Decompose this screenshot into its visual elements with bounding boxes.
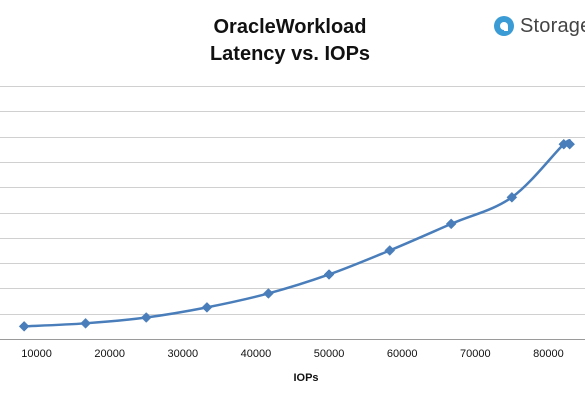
gridlines xyxy=(0,86,585,340)
series-line xyxy=(24,139,572,328)
chart-title: OracleWorkload xyxy=(213,16,367,38)
data-point xyxy=(201,302,213,313)
data-point xyxy=(140,312,152,323)
x-tick-label: 20000 xyxy=(94,348,125,360)
data-point xyxy=(263,288,274,299)
x-tick-label: 80000 xyxy=(533,348,564,360)
data-point xyxy=(384,245,396,256)
data-point xyxy=(80,317,91,329)
x-tick-label: 70000 xyxy=(460,348,491,360)
x-tick-label: 30000 xyxy=(168,348,199,360)
chart-title-block: OracleWorkload Latency vs. IOPs xyxy=(90,14,490,68)
brand-logo: Storage xyxy=(493,14,585,38)
x-tick-label: 40000 xyxy=(241,348,272,360)
brand-logo-icon xyxy=(494,16,514,36)
x-tick-label: 60000 xyxy=(387,348,418,360)
data-point xyxy=(564,138,575,150)
data-point xyxy=(323,269,335,280)
x-axis-ticks: 10000 20000 30000 40000 50000 60000 70000 80000 xyxy=(21,348,563,360)
data-point xyxy=(506,191,518,203)
data-point xyxy=(445,218,457,230)
x-axis-label: IOPs xyxy=(293,372,318,384)
data-point xyxy=(18,320,30,332)
x-tick-label: 10000 xyxy=(21,348,52,360)
x-tick-label: 50000 xyxy=(314,348,345,360)
series-markers xyxy=(18,138,575,332)
chart-subtitle: Latency vs. IOPs xyxy=(209,43,371,65)
brand-name: Storage xyxy=(520,14,585,37)
